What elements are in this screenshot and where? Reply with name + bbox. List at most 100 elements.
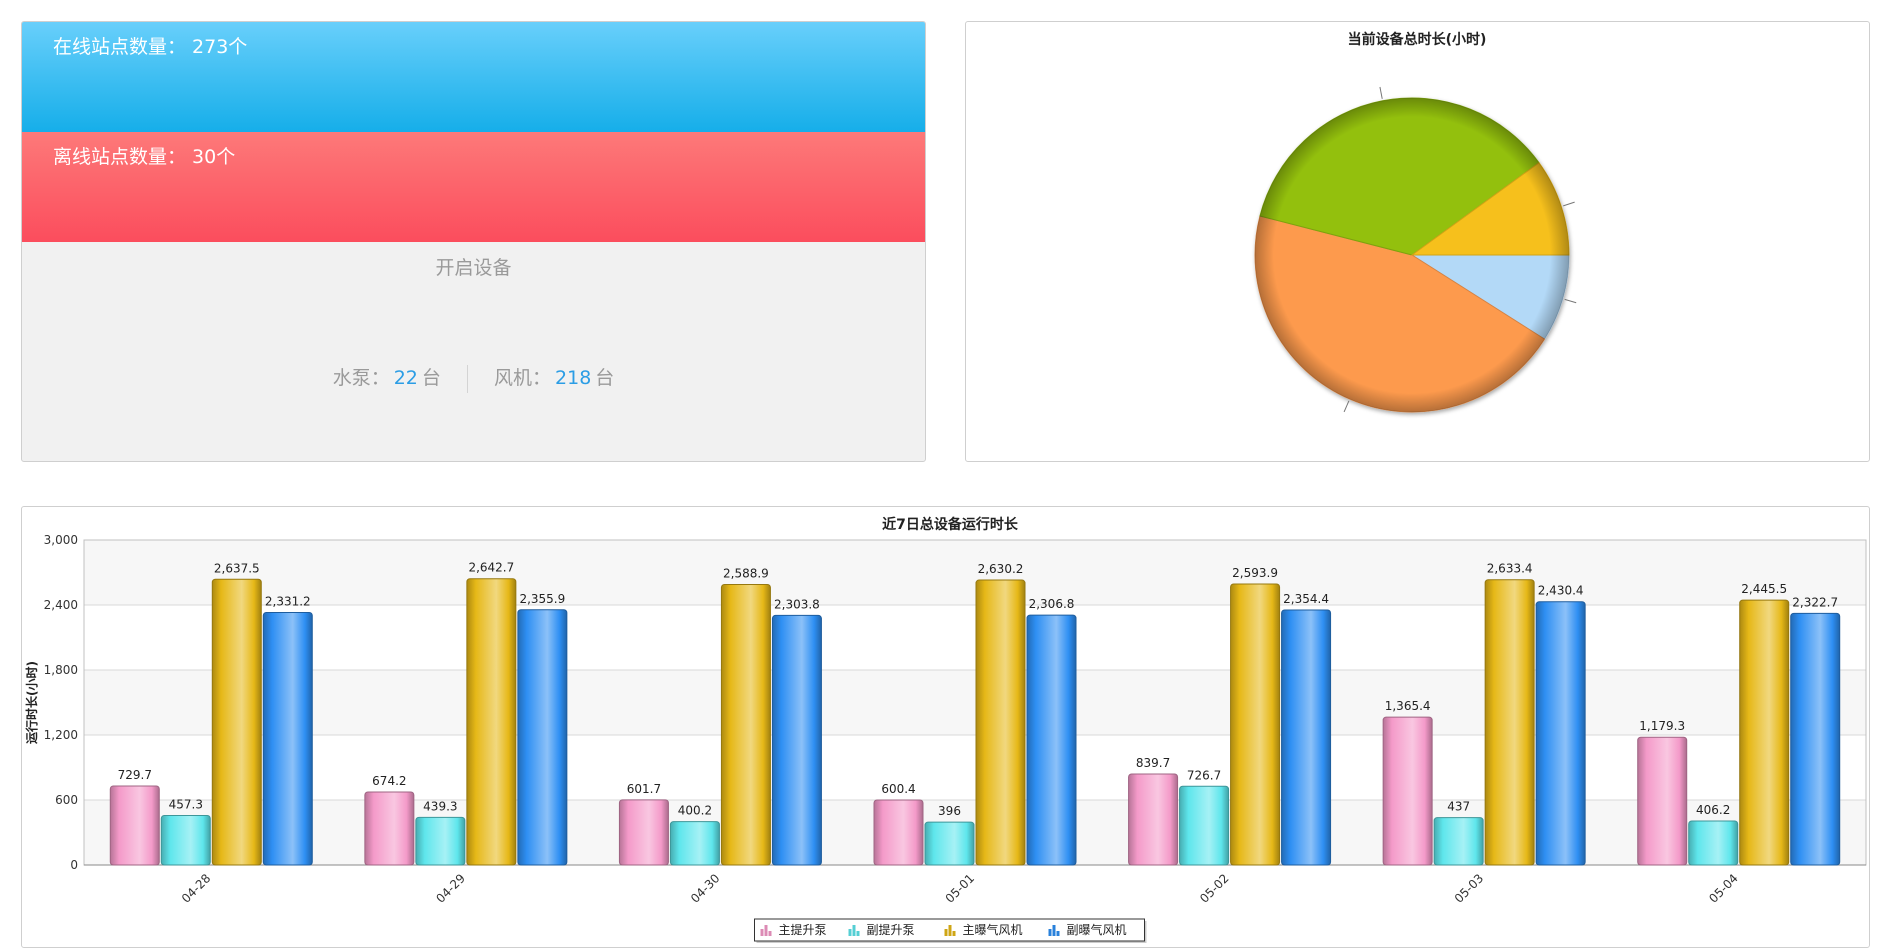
equipment-title: 开启设备 — [435, 257, 512, 279]
bar-05-02-series-4[interactable] — [1281, 609, 1332, 866]
data-label: 729.7 — [118, 768, 152, 782]
y-tick-label: 1,200 — [44, 728, 78, 742]
data-label: 2,430.4 — [1538, 584, 1584, 598]
data-label: 457.3 — [169, 797, 203, 811]
data-label: 2,331.2 — [265, 594, 311, 608]
data-label: 601.7 — [627, 782, 661, 796]
bar-chart-title: 近7日总设备运行时长 — [882, 516, 1019, 533]
equipment-counts: 水泵： 22 台 风机： 218 台 — [22, 363, 925, 393]
data-label: 437 — [1447, 800, 1470, 814]
grid-band — [84, 800, 1866, 865]
data-label: 2,354.4 — [1283, 592, 1329, 606]
bar-05-01-series-2[interactable] — [924, 821, 975, 866]
x-tick-label: 05-03 — [1452, 871, 1487, 906]
x-tick-label: 05-04 — [1706, 871, 1741, 906]
bar-04-30-series-2[interactable] — [669, 821, 720, 866]
x-tick-label: 05-01 — [943, 871, 978, 906]
pie-slice-1-connector — [1564, 298, 1577, 304]
legend-bar-icon — [856, 931, 860, 936]
pie-chart-panel: 当前设备总时长(小时) — [965, 21, 1870, 462]
bar-05-03-series-2[interactable] — [1433, 817, 1484, 866]
bar-05-02-series-3[interactable] — [1230, 583, 1281, 866]
bar-05-04-series-4[interactable] — [1790, 612, 1841, 866]
legend-label: 副提升泵 — [867, 922, 915, 937]
legend-item-1[interactable]: 主提升泵 — [760, 922, 827, 937]
bar-04-29-series-3[interactable] — [466, 578, 517, 866]
offline-stations-band: 离线站点数量： 30个 — [22, 132, 925, 242]
grid-band — [84, 670, 1866, 735]
bar-04-29-series-1[interactable] — [364, 791, 415, 866]
bar-04-30-series-4[interactable] — [771, 614, 822, 866]
bar-05-03-series-1[interactable] — [1382, 716, 1433, 866]
bar-04-30-series-1[interactable] — [618, 799, 669, 866]
data-label: 2,637.5 — [214, 561, 260, 575]
data-label: 2,303.8 — [774, 597, 820, 611]
bar-05-04-series-3[interactable] — [1739, 599, 1790, 866]
legend-bar-icon — [1052, 925, 1056, 936]
data-label: 400.2 — [678, 804, 712, 818]
data-label: 396 — [938, 804, 961, 818]
station-stats-panel: 在线站点数量： 273个 离线站点数量： 30个 开启设备 水泵： 22 台 风机： 21… — [21, 21, 926, 462]
x-tick-label: 04-30 — [688, 871, 723, 906]
legend-label: 主提升泵 — [779, 922, 827, 937]
pump-value: 22 — [393, 367, 418, 389]
data-label: 600.4 — [881, 782, 915, 796]
bar-05-03-series-4[interactable] — [1535, 601, 1586, 866]
legend-bar-icon — [1048, 929, 1052, 936]
x-tick-label: 04-29 — [433, 871, 468, 906]
bar-05-01-series-4[interactable] — [1026, 614, 1077, 866]
y-tick-label: 0 — [70, 858, 78, 872]
offline-stations-label: 离线站点数量： — [53, 146, 187, 168]
equipment-divider — [466, 364, 468, 393]
fan-label: 风机： — [494, 367, 552, 389]
data-label: 2,588.9 — [723, 567, 769, 581]
data-label: 674.2 — [372, 774, 406, 788]
bar-05-04-series-2[interactable] — [1688, 820, 1739, 866]
pie-slice-4-connector — [1563, 201, 1575, 207]
bar-04-28-series-1[interactable] — [109, 785, 160, 866]
legend-item-4[interactable]: 副曝气风机 — [1048, 922, 1127, 937]
bar-05-02-series-2[interactable] — [1179, 785, 1230, 866]
data-label: 439.3 — [423, 799, 457, 813]
bar-04-28-series-3[interactable] — [211, 578, 262, 866]
y-tick-label: 3,000 — [44, 533, 78, 547]
bar-04-29-series-4[interactable] — [517, 609, 568, 866]
legend-label: 副曝气风机 — [1067, 922, 1127, 937]
bar-05-03-series-3[interactable] — [1484, 579, 1535, 866]
grid-band — [84, 540, 1866, 605]
bar-chart-panel: 近7日总设备运行时长 运行时长(小时) 0 600 1,200 1,800 2,400 3… — [21, 506, 1870, 948]
data-label: 2,593.9 — [1232, 566, 1278, 580]
legend-bar-icon — [944, 929, 948, 936]
data-label: 2,355.9 — [519, 592, 565, 606]
y-tick-label: 600 — [55, 793, 78, 807]
data-label: 2,445.5 — [1741, 582, 1787, 596]
bar-04-29-series-2[interactable] — [415, 816, 466, 866]
legend-item-2[interactable]: 副提升泵 — [848, 922, 915, 937]
bar-chart: 近7日总设备运行时长 运行时长(小时) 0 600 1,200 1,800 2,400 3… — [24, 516, 1867, 943]
pump-unit: 台 — [421, 367, 441, 389]
bar-04-28-series-4[interactable] — [262, 611, 313, 866]
bar-04-28-series-2[interactable] — [160, 814, 211, 866]
data-label: 2,630.2 — [978, 562, 1024, 576]
bar-05-02-series-1[interactable] — [1128, 773, 1179, 866]
data-label: 839.7 — [1136, 756, 1170, 770]
bar-05-01-series-1[interactable] — [873, 799, 924, 866]
x-tick-label: 05-02 — [1197, 871, 1232, 906]
legend-bar-icon — [760, 929, 764, 936]
legend-bar-icon — [768, 931, 772, 936]
data-label: 2,322.7 — [1792, 595, 1838, 609]
online-stations-label: 在线站点数量： — [53, 36, 187, 58]
online-stations-band: 在线站点数量： 273个 — [22, 22, 925, 132]
bar-05-04-series-1[interactable] — [1637, 736, 1688, 866]
bar-05-01-series-3[interactable] — [975, 579, 1026, 866]
data-label: 726.7 — [1187, 768, 1221, 782]
x-tick-label: 04-28 — [179, 871, 214, 906]
legend-item-3[interactable]: 主曝气风机 — [944, 922, 1023, 937]
legend-bar-icon — [848, 929, 852, 936]
bar-04-30-series-3[interactable] — [720, 584, 771, 866]
pie-slice-3-connector — [1379, 86, 1383, 99]
pie-slice-2-connector — [1343, 400, 1350, 413]
pie-chart-title: 当前设备总时长(小时) — [1348, 31, 1487, 48]
offline-stations-value: 30个 — [192, 146, 236, 168]
pump-label: 水泵： — [332, 367, 390, 389]
